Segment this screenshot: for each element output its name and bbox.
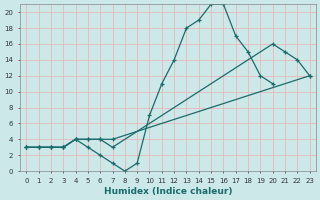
X-axis label: Humidex (Indice chaleur): Humidex (Indice chaleur) xyxy=(104,187,232,196)
